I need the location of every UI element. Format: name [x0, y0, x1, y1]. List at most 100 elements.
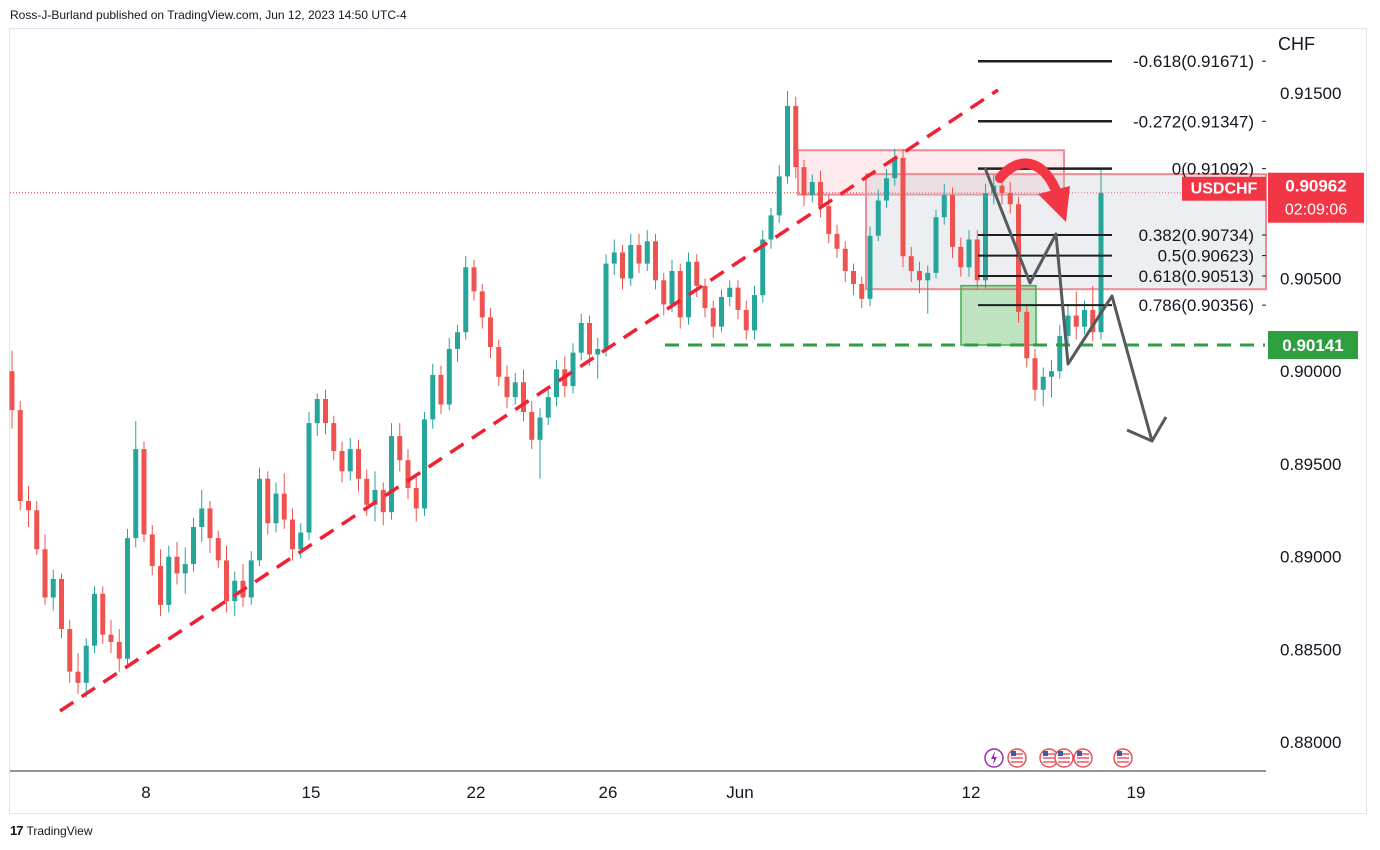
candle-body — [1024, 311, 1030, 359]
candle-body — [174, 556, 180, 574]
candle-body — [298, 532, 304, 550]
candle-body — [50, 578, 56, 598]
candle-body — [1040, 376, 1046, 390]
candle-body — [125, 538, 130, 659]
candle-body — [92, 593, 97, 646]
candle-body — [1057, 335, 1063, 372]
flag-canton — [1058, 751, 1063, 756]
candle-body — [826, 206, 832, 234]
candle-body — [273, 493, 279, 524]
candle-body — [669, 271, 675, 305]
candle-body — [603, 263, 609, 349]
candle-body — [801, 167, 807, 195]
candle-body — [364, 478, 370, 505]
candle-body — [570, 352, 576, 387]
candle-body — [9, 371, 15, 411]
candle-body — [397, 436, 403, 461]
candle-body — [908, 256, 914, 272]
resistance-zone-upper — [797, 149, 1065, 196]
candle-body — [1049, 371, 1054, 377]
candle-body — [950, 194, 955, 247]
candle-body — [578, 322, 584, 353]
candle-body — [141, 449, 147, 535]
candle-body — [265, 478, 271, 524]
candle-body — [677, 271, 683, 318]
fib-level-label: 0(0.91092) — [1172, 160, 1254, 179]
fib-level-label: -0.272(0.91347) — [1133, 112, 1254, 131]
candle-body — [1098, 193, 1104, 333]
candle-body — [702, 285, 708, 309]
x-tick-label: 15 — [302, 783, 321, 802]
candle-body — [158, 565, 163, 605]
candle-body — [595, 348, 601, 355]
candle-body — [628, 245, 634, 279]
candle-body — [116, 642, 122, 659]
candle-body — [314, 399, 320, 424]
symbol-tag — [1182, 176, 1266, 201]
candle-body — [422, 419, 427, 509]
candle-body — [818, 181, 823, 207]
candle-body — [1082, 309, 1087, 327]
candle-body — [339, 450, 345, 472]
candle-body — [83, 645, 89, 683]
candle-body — [347, 449, 353, 472]
candle-body — [463, 267, 469, 333]
candle-body — [380, 489, 386, 513]
candle-body — [248, 560, 254, 598]
candle-body — [768, 215, 774, 240]
candle-body — [884, 178, 889, 201]
candle-body — [636, 245, 642, 264]
candle-body — [496, 347, 502, 377]
candle-body — [199, 508, 205, 527]
candle-body — [851, 271, 856, 284]
candle-body — [17, 410, 23, 502]
flag-canton — [1117, 751, 1122, 756]
candle-body — [1073, 315, 1079, 327]
candle-body — [933, 217, 939, 273]
candle-body — [694, 261, 700, 286]
fib-level-label: 0.5(0.90623) — [1158, 247, 1254, 266]
candle-body — [743, 309, 749, 331]
candle-body — [719, 296, 724, 327]
candle-body — [100, 593, 106, 635]
support-price-text: 0.90141 — [1282, 336, 1343, 355]
candle-body — [1090, 309, 1096, 333]
candle-body — [925, 272, 931, 281]
candle-body — [389, 436, 394, 513]
candle-body — [512, 382, 518, 398]
candle-body — [281, 493, 287, 520]
bar-countdown-text: 02:09:06 — [1285, 202, 1347, 219]
candle-body — [793, 105, 799, 168]
projection-path — [983, 167, 1154, 442]
reversal-arrow — [995, 158, 1063, 201]
candle-body — [859, 283, 865, 299]
candle-body — [983, 193, 988, 281]
x-tick-label: 26 — [599, 783, 618, 802]
candle-body — [207, 508, 213, 539]
candle-body — [133, 449, 139, 539]
candle-body — [1007, 193, 1013, 205]
candle-body — [149, 534, 155, 566]
candle-body — [257, 478, 262, 561]
flag-canton — [1043, 751, 1048, 756]
tradingview-logo[interactable]: 17 TradingView — [10, 823, 93, 838]
candle-body — [966, 239, 972, 268]
fib-level-label: -0.618(0.91671) — [1133, 52, 1254, 71]
x-tick-label: 12 — [962, 783, 981, 802]
candle-body — [405, 460, 411, 489]
candle-body — [488, 317, 493, 348]
support-zone — [960, 284, 1037, 346]
tradingview-logo-icon: 17 — [10, 823, 24, 838]
candle-body — [776, 176, 782, 216]
publisher-byline: Ross-J-Burland published on TradingView.… — [10, 8, 407, 22]
candle-body — [290, 519, 295, 550]
candle-body — [958, 246, 964, 268]
candle-body — [785, 105, 790, 177]
currency-label: CHF — [1278, 34, 1315, 54]
candle-body — [892, 157, 898, 179]
candle-body — [727, 287, 733, 297]
x-tick-label: Jun — [726, 783, 753, 802]
rising-trendline — [59, 88, 999, 713]
y-tick-label: 0.89500 — [1280, 455, 1341, 474]
